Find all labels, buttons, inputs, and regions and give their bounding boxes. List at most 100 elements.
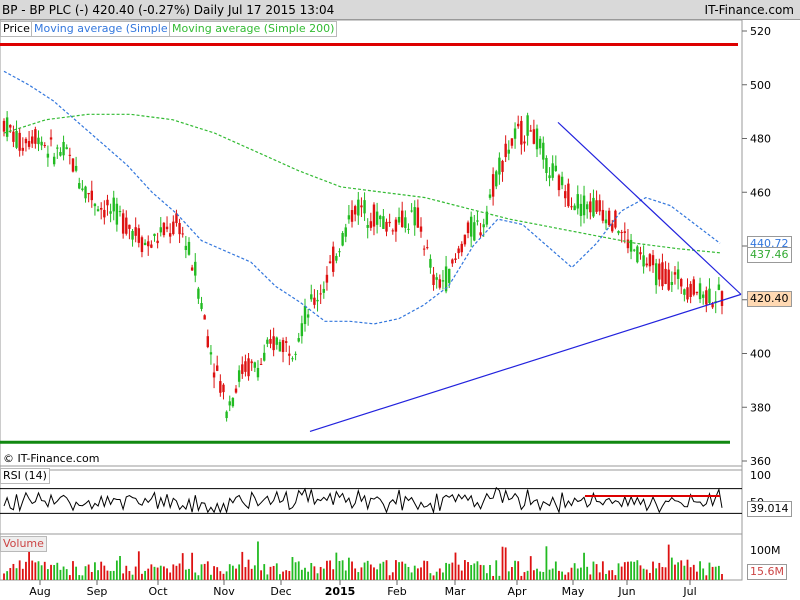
candle-body <box>281 340 285 353</box>
volume-bar <box>326 560 328 580</box>
candle-body <box>99 207 103 210</box>
x-tick-label: May <box>562 585 585 598</box>
candle-body <box>535 128 539 150</box>
volume-bar <box>235 568 237 580</box>
volume-bar <box>539 571 542 580</box>
candle-body <box>488 194 492 198</box>
candle-body <box>548 175 551 179</box>
volume-bar <box>338 560 341 580</box>
volume-bar <box>696 571 698 580</box>
volume-bar <box>567 572 570 580</box>
volume-bar <box>442 572 444 580</box>
volume-bar <box>482 565 485 580</box>
candle-body <box>648 254 652 267</box>
volume-bar <box>611 570 614 580</box>
volume-bar <box>517 561 520 580</box>
candle-body <box>385 221 388 232</box>
volume-bar <box>401 561 404 580</box>
candle-body <box>357 199 360 216</box>
volume-bar <box>570 567 573 580</box>
candle-body <box>65 147 68 150</box>
volume-bar <box>473 563 476 580</box>
candle-body <box>49 137 53 140</box>
candle-body <box>448 268 451 283</box>
volume-bar <box>347 557 350 580</box>
candle-body <box>369 221 373 228</box>
candle-body <box>150 244 153 248</box>
volume-bar <box>548 569 551 580</box>
candle-body <box>27 140 31 147</box>
candle-body <box>288 353 291 356</box>
volume-bar <box>373 567 375 580</box>
volume-bar <box>614 575 617 580</box>
candle-body <box>658 263 661 280</box>
volume-bar <box>65 569 68 580</box>
volume-bar <box>78 575 81 580</box>
volume-bar <box>115 560 118 580</box>
volume-bar <box>699 561 701 580</box>
ma50-line <box>3 70 721 325</box>
candle-body <box>194 261 197 276</box>
candle-body <box>607 210 611 226</box>
volume-bar <box>128 571 131 580</box>
instrument-title: BP - BP PLC (-) 420.40 (-0.27%) Daily Ju… <box>2 3 335 17</box>
candle-body <box>363 200 366 214</box>
candle-body <box>137 228 141 243</box>
volume-bar <box>97 570 99 580</box>
x-tick-label: Sep <box>87 585 108 598</box>
candle-body <box>419 226 423 232</box>
volume-bar <box>282 571 284 580</box>
candle-body <box>407 228 410 230</box>
candle-body <box>680 278 683 287</box>
candle-body <box>435 277 438 280</box>
volume-bar <box>260 570 263 580</box>
volume-bar <box>451 562 454 580</box>
candle-body <box>717 284 721 290</box>
candle-body <box>517 123 520 127</box>
volume-bar <box>250 568 253 580</box>
volume-bar <box>213 566 215 580</box>
candle-body <box>43 145 46 147</box>
volume-bar <box>655 568 658 580</box>
volume-bar <box>68 575 71 580</box>
candle-body <box>379 215 382 220</box>
candle-body <box>567 183 570 207</box>
volume-bar <box>664 567 667 580</box>
volume-bar <box>288 570 291 580</box>
candle-body <box>84 186 87 199</box>
volume-bar <box>228 564 231 580</box>
volume-bar <box>316 573 319 580</box>
volume-bar <box>257 541 259 580</box>
candle-body <box>59 151 62 156</box>
volume-bar <box>153 566 156 580</box>
candle-body <box>469 216 473 237</box>
candle-body <box>237 370 241 382</box>
volume-bar <box>410 572 413 580</box>
volume-bar <box>576 568 579 580</box>
candle-body <box>90 190 93 201</box>
volume-bar <box>28 548 30 580</box>
volume-bar <box>62 566 65 580</box>
candle-body <box>538 138 542 149</box>
candle-body <box>495 171 498 187</box>
candle-body <box>410 210 413 212</box>
candle-body <box>203 315 206 320</box>
volume-bar <box>125 565 128 580</box>
volume-bar <box>109 571 112 580</box>
candle-body <box>216 365 219 371</box>
volume-bar <box>313 566 316 580</box>
candle-body <box>400 210 404 228</box>
candle-body <box>504 143 507 158</box>
candle-body <box>513 128 517 139</box>
candle-body <box>595 200 598 212</box>
volume-bar <box>714 566 717 580</box>
volume-bar <box>460 570 463 580</box>
candle-body <box>485 211 489 225</box>
candle-body <box>21 147 25 151</box>
chart-header: BP - BP PLC (-) 420.40 (-0.27%) Daily Ju… <box>0 0 800 20</box>
volume-bar <box>623 562 626 580</box>
candle-body <box>642 255 645 267</box>
candle-body <box>78 183 81 189</box>
volume-bar <box>573 563 576 580</box>
